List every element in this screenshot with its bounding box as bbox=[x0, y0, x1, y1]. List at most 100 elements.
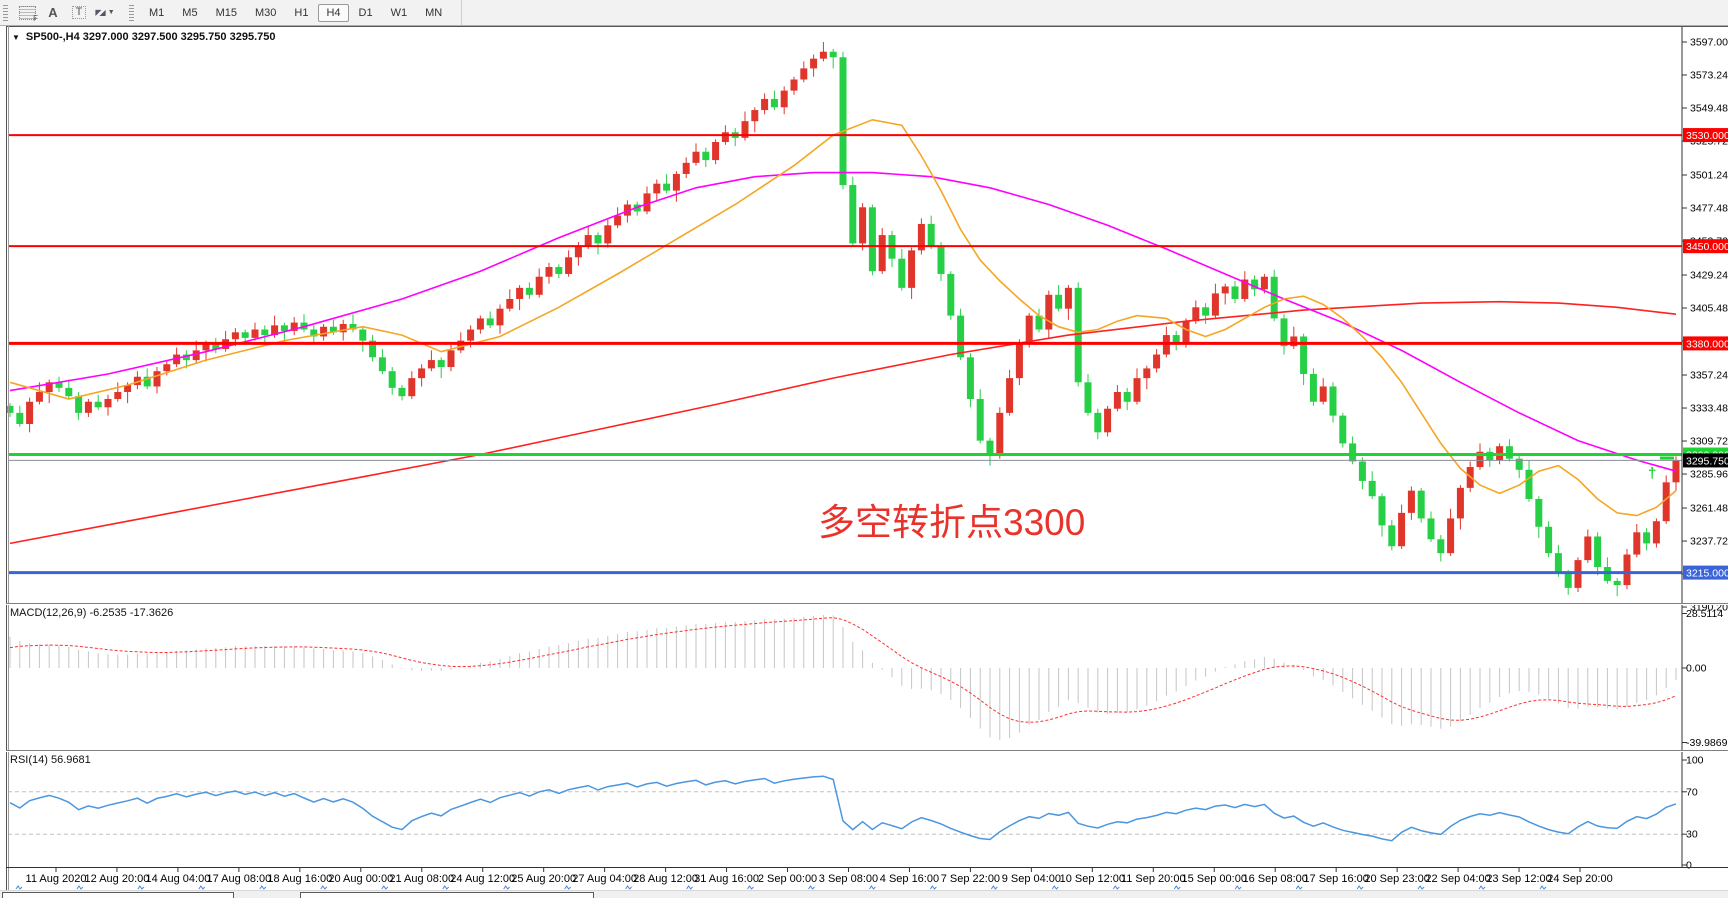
svg-text:3295.750: 3295.750 bbox=[1686, 455, 1728, 467]
price-tick-label: 3285.960 bbox=[1690, 469, 1728, 481]
price-tick-label: 3333.480 bbox=[1690, 403, 1728, 415]
dropdown-caret-icon: ▼ bbox=[107, 9, 115, 16]
time-tick-label: 10 Sep 12:00 bbox=[1060, 873, 1125, 885]
svg-text:3530.000: 3530.000 bbox=[1686, 130, 1728, 142]
time-tick-label: 12 Aug 20:00 bbox=[85, 873, 150, 885]
timeframe-drag-handle[interactable] bbox=[129, 4, 134, 21]
toolbar-drag-handle[interactable] bbox=[3, 4, 8, 21]
svg-text:3450.000: 3450.000 bbox=[1686, 241, 1728, 253]
ma-slow-red bbox=[9, 300, 1677, 545]
time-tick-label: 16 Sep 08:00 bbox=[1242, 873, 1307, 885]
ma-fast-orange bbox=[9, 118, 1677, 517]
time-tick-label: 20 Sep 23:00 bbox=[1364, 873, 1429, 885]
time-tick-label: 11 Sep 20:00 bbox=[1121, 873, 1186, 885]
price-tick-label: 3501.240 bbox=[1690, 170, 1728, 182]
time-tick-label: 9 Sep 04:00 bbox=[1002, 873, 1061, 885]
time-tick-label: 2 Sep 00:00 bbox=[758, 873, 817, 885]
time-tick-label: 25 Aug 20:00 bbox=[511, 873, 576, 885]
price-tick-label: 3573.240 bbox=[1690, 70, 1728, 82]
timeframe-button-mn[interactable]: MN bbox=[425, 6, 443, 19]
rsi-tick-label: 100 bbox=[1686, 755, 1704, 767]
macd-tick-label: -39.9869 bbox=[1686, 737, 1728, 749]
time-tick-label: 17 Sep 16:00 bbox=[1303, 873, 1368, 885]
timeframe-buttons: M1 M5 M15 M30 H1 H4 D1 W1 MN bbox=[140, 3, 451, 22]
macd-histogram bbox=[9, 615, 1677, 740]
price-tick-label: 3357.240 bbox=[1690, 370, 1728, 382]
price-tick-label: 3597.000 bbox=[1690, 37, 1728, 49]
symbol-ohlc-text: SP500-,H4 3297.000 3297.500 3295.750 329… bbox=[25, 31, 276, 43]
time-tick-label: 15 Sep 00:00 bbox=[1182, 873, 1247, 885]
toolbar: F A T ◤◢ ▼ M1 M5 M15 M30 H1 H4 D1 W1 MN bbox=[0, 0, 1728, 26]
rsi-line bbox=[9, 775, 1677, 842]
candlestick-series bbox=[6, 42, 1680, 597]
macd-indicator-label: MACD(12,26,9) -6.2535 -17.3626 bbox=[10, 607, 174, 619]
price-tick-label: 3237.720 bbox=[1690, 536, 1728, 548]
rsi-tick-label: 0 bbox=[1686, 860, 1692, 872]
chart-tab-bar bbox=[0, 890, 1728, 898]
time-tick-label: 14 Aug 04:00 bbox=[145, 873, 210, 885]
line-endpoint-marker bbox=[1660, 456, 1674, 460]
timeframe-button-m5[interactable]: M5 bbox=[182, 6, 198, 19]
price-line-label: 3530.000 bbox=[1683, 128, 1728, 143]
symbol-dropdown-icon[interactable]: ▼ bbox=[12, 32, 20, 42]
rsi-axis: 100 70 30 0 bbox=[1682, 755, 1704, 872]
timeframe-button-w1[interactable]: W1 bbox=[390, 6, 408, 19]
macd-axis: 28.5114 0.00 -39.9869 bbox=[1682, 608, 1728, 749]
grid-icon bbox=[18, 5, 36, 20]
chart-tab[interactable] bbox=[300, 892, 594, 898]
time-tick-label: 24 Aug 12:00 bbox=[450, 873, 515, 885]
f-badge: F bbox=[33, 13, 38, 23]
arrow-objects-button[interactable]: ◤◢ ▼ bbox=[94, 3, 116, 23]
time-tick-label: 3 Sep 08:00 bbox=[819, 873, 878, 885]
price-tick-label: 3429.240 bbox=[1690, 270, 1728, 282]
text-tool-button[interactable]: T bbox=[68, 3, 90, 23]
price-line-label: 3215.000 bbox=[1683, 565, 1728, 580]
price-axis: 3597.0003573.2403549.4803525.7203501.240… bbox=[1682, 37, 1728, 614]
time-tick-label: 21 Aug 08:00 bbox=[389, 873, 454, 885]
macd-tick-label: 28.5114 bbox=[1686, 608, 1723, 620]
time-tick-label: 11 Aug 2020 bbox=[26, 873, 87, 885]
rsi-indicator-label: RSI(14) 56.9681 bbox=[10, 754, 91, 766]
timeframe-button-m1[interactable]: M1 bbox=[149, 6, 165, 19]
price-tick-label: 3309.720 bbox=[1690, 436, 1728, 448]
time-tick-label: 24 Sep 20:00 bbox=[1547, 873, 1612, 885]
timeframe-button-h4[interactable]: H4 bbox=[318, 3, 349, 22]
arrows-icon: ◤◢ bbox=[95, 8, 105, 17]
time-tick-label: 4 Sep 16:00 bbox=[880, 873, 939, 885]
time-tick-label: 23 Sep 12:00 bbox=[1486, 873, 1551, 885]
time-tick-label: 17 Aug 08:00 bbox=[206, 873, 271, 885]
price-line-label: 3380.000 bbox=[1683, 336, 1728, 351]
arrow-object-marker[interactable]: † bbox=[1648, 465, 1656, 482]
svg-text:3215.000: 3215.000 bbox=[1686, 568, 1728, 580]
svg-text:3380.000: 3380.000 bbox=[1686, 338, 1728, 350]
timeframe-button-m15[interactable]: M15 bbox=[215, 6, 237, 19]
time-tick-label: 31 Aug 16:00 bbox=[694, 873, 759, 885]
time-tick-label: 7 Sep 22:00 bbox=[941, 873, 1000, 885]
ma-mid-magenta bbox=[9, 171, 1677, 472]
price-tick-label: 3477.480 bbox=[1690, 203, 1728, 215]
dotted-grid-f-icon[interactable]: F bbox=[16, 3, 38, 23]
time-tick-label: 18 Aug 16:00 bbox=[267, 873, 332, 885]
price-tick-label: 3261.480 bbox=[1690, 503, 1728, 515]
text-label-tool-button[interactable]: A bbox=[48, 5, 58, 20]
price-tick-label: 3405.480 bbox=[1690, 303, 1728, 315]
time-tick-label: 27 Aug 04:00 bbox=[572, 873, 637, 885]
chart-title: ▼ SP500-,H4 3297.000 3297.500 3295.750 3… bbox=[12, 31, 275, 43]
time-tick-label: 28 Aug 12:00 bbox=[633, 873, 698, 885]
rsi-tick-label: 70 bbox=[1686, 786, 1698, 798]
timeframe-button-h1[interactable]: H1 bbox=[294, 6, 309, 19]
time-tick-label: 22 Sep 04:00 bbox=[1425, 873, 1490, 885]
macd-tick-label: 0.00 bbox=[1686, 663, 1707, 675]
price-tick-label: 3549.480 bbox=[1690, 103, 1728, 115]
timeframe-button-m30[interactable]: M30 bbox=[254, 6, 277, 19]
time-tick-label: 20 Aug 00:00 bbox=[328, 873, 393, 885]
price-line-label: 3295.750 bbox=[1683, 453, 1728, 468]
chart-annotation-text: 多空转折点3300 bbox=[818, 502, 1086, 543]
chart-tab[interactable] bbox=[2, 892, 234, 898]
price-line-label: 3450.000 bbox=[1683, 239, 1728, 254]
timeframe-button-d1[interactable]: D1 bbox=[358, 6, 373, 19]
timeframe-bar: M1 M5 M15 M30 H1 H4 D1 W1 MN bbox=[126, 0, 463, 25]
